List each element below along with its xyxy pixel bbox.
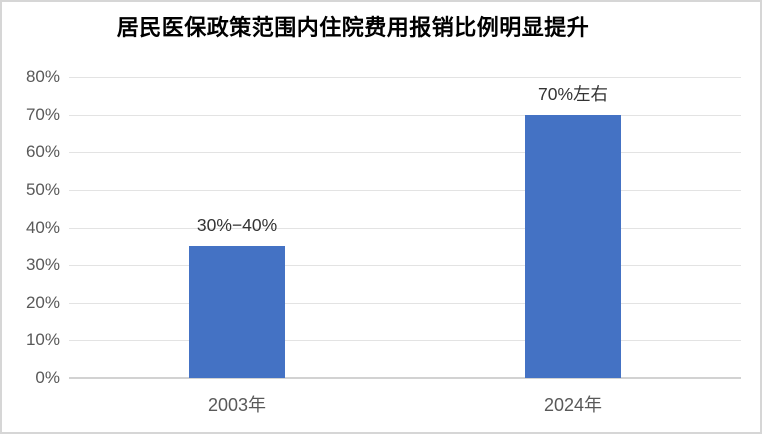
bar-2024 [525,114,621,378]
y-axis-tick-label: 50% [25,179,60,199]
bar-value-label: 30%−40% [196,215,278,236]
x-axis-label: 2003年 [207,395,267,415]
gridline [69,114,741,116]
bar-2003 [189,246,285,378]
gridline [69,302,741,304]
gridline [69,265,741,267]
gridline [69,227,741,229]
plot-area [69,77,741,379]
y-axis-tick-label: 60% [25,142,60,162]
y-axis-tick-label: 30% [25,255,60,275]
chart-title: 居民医保政策范围内住院费用报销比例明显提升 [116,15,590,40]
y-axis-tick-label: 80% [25,67,60,86]
gridline [69,152,741,154]
y-axis-tick-label: 0% [35,368,60,387]
y-axis-tick-label: 40% [25,217,60,237]
x-axis-line [69,377,741,379]
gridline [69,189,741,191]
gridline [69,77,741,78]
y-axis-tick-label: 20% [25,292,60,312]
bar-value-label: 70%左右 [537,83,609,104]
y-axis-tick-label: 10% [25,330,60,350]
y-axis-tick-label: 70% [25,104,60,124]
x-axis-label: 2024年 [543,395,603,415]
gridline [69,340,741,342]
